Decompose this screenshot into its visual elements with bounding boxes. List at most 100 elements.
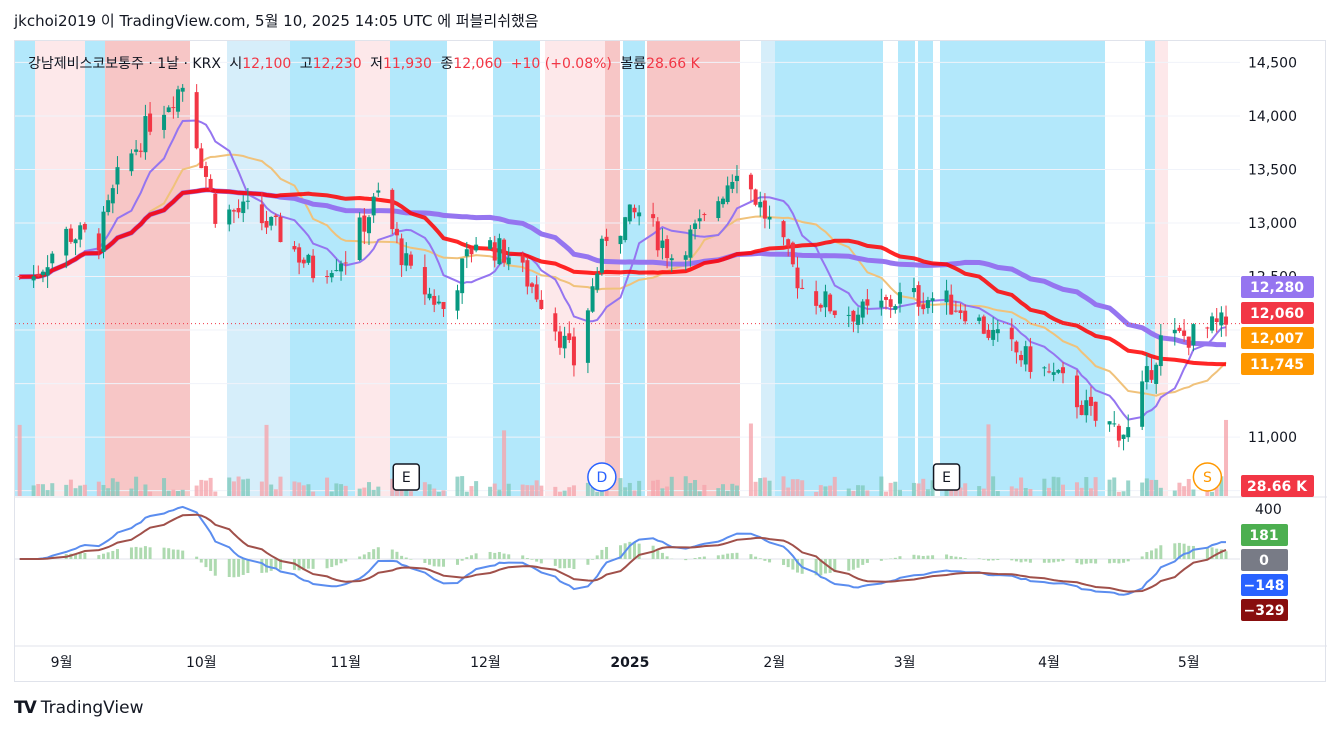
ma-fast-line (19, 119, 1227, 421)
macd-histogram-bar (665, 556, 669, 559)
candle-body (474, 244, 479, 251)
candle-body (506, 257, 511, 265)
macd-histogram-bar (83, 552, 87, 559)
signal-line (19, 513, 1227, 593)
legend-symbol[interactable]: 강남제비스코보통주 · 1날 · KRX (28, 56, 221, 72)
candle-body (1210, 316, 1215, 331)
background-band (85, 41, 105, 496)
x-tick-label: 2025 (610, 655, 649, 671)
macd-histogram-bar (1173, 543, 1177, 559)
volume-bar (432, 488, 437, 496)
y-tick-label: 14,000 (1248, 109, 1297, 125)
candle-body (73, 239, 78, 244)
candle-body (553, 313, 558, 332)
symbol-legend: 강남제비스코보통주 · 1날 · KRX 시12,100 고12,230 저11… (28, 53, 700, 73)
candle-body (995, 329, 1000, 334)
macd-histogram-bar (949, 555, 953, 559)
candle-body (1084, 400, 1089, 416)
macd-histogram-bar (814, 559, 818, 576)
volume-bar (162, 478, 167, 496)
macd-histogram-bar (497, 551, 501, 559)
volume-bar (860, 485, 865, 496)
volume-bar (343, 485, 348, 496)
macd-histogram-bar (106, 552, 110, 559)
macd-histogram-bar (656, 550, 660, 559)
chart-svg[interactable]: 9월 10월 11월 12월 2025 2월 3월 4월 5월 14,500 14,000 13,50… (15, 41, 1327, 683)
volume-bar (1079, 487, 1084, 496)
candle-body (539, 299, 544, 309)
candle-body (1028, 346, 1033, 372)
macd-histogram-bar (325, 559, 329, 569)
background-band (1145, 41, 1155, 496)
background-band (290, 41, 355, 496)
volume-bar (1028, 489, 1033, 496)
macd-label-box (1241, 599, 1288, 621)
macd-histogram-bar (1126, 559, 1130, 562)
macd-histogram-bar (600, 549, 604, 559)
candle-body (520, 256, 525, 263)
candle-body (986, 329, 991, 338)
axes: 9월 10월 11월 12월 2025 2월 3월 4월 5월 14,500 14,000 13,50… (15, 55, 1327, 671)
macd-histogram-bar (101, 553, 105, 559)
candle-body (203, 166, 208, 177)
macd-histogram-bar (595, 555, 599, 559)
legend-volume-label: 볼륨 (620, 56, 647, 72)
macd-histogram-bar (726, 553, 730, 559)
y-tick-label: 14,500 (1248, 55, 1297, 71)
macd-histogram-bar (460, 559, 464, 561)
candle-body (655, 221, 660, 251)
volume-bar (520, 484, 525, 496)
candle-body (110, 188, 115, 204)
macd-histogram-bar (758, 558, 762, 559)
volume-bar (339, 484, 344, 496)
macd-histogram-bar (856, 559, 860, 568)
volume-bar (720, 484, 725, 496)
macd-histogram-bar (344, 559, 348, 562)
volume-bar (376, 486, 381, 496)
earnings-marker-icon[interactable] (392, 463, 421, 491)
earnings-marker-icon[interactable] (932, 463, 961, 491)
macd-histogram-bar (698, 557, 702, 559)
legend-change: +10 (+0.08%) (510, 56, 612, 72)
macd-histogram-bar (1224, 551, 1228, 559)
volume-bar (357, 488, 362, 496)
macd-histogram-bar (171, 549, 175, 559)
brand-footer[interactable]: TV TradingView (14, 698, 143, 718)
candle-body (618, 235, 623, 245)
candle-body (455, 290, 460, 311)
volume-bar (264, 424, 269, 496)
macd-histogram-bar (507, 554, 511, 559)
volume-bar (1186, 478, 1191, 496)
volume-bar (1116, 491, 1121, 496)
candle-body (814, 291, 819, 306)
dividend-marker-icon[interactable] (587, 462, 617, 492)
volume-bar (655, 479, 660, 496)
volume-bar (1056, 477, 1061, 496)
macd-histogram-bar (819, 559, 823, 576)
price-label-text: 11,745 (1250, 357, 1304, 373)
candle-body (930, 298, 935, 301)
macd-histogram-bar (660, 552, 664, 559)
volume-bar (562, 490, 567, 496)
macd-histogram-bar (269, 559, 273, 571)
x-tick-label: 9월 (51, 655, 73, 671)
volume-bar (231, 481, 236, 496)
split-marker-icon[interactable] (1192, 462, 1223, 492)
candle-body (702, 214, 707, 216)
legend-low-label: 저 (370, 56, 383, 72)
volume-bar (460, 476, 465, 496)
candle-body (469, 248, 474, 255)
volume-bar (427, 484, 432, 496)
candle-body (879, 300, 884, 308)
macd-histogram-bar (358, 556, 362, 559)
macd-histogram-bar (730, 553, 734, 559)
candle-body (651, 214, 656, 219)
candle-body (64, 228, 69, 256)
volume-bar (1088, 488, 1093, 496)
candle-body (851, 310, 856, 322)
ma-short-line (19, 153, 1227, 397)
chart-frame[interactable]: 9월 10월 11월 12월 2025 2월 3월 4월 5월 14,500 14,000 13,50… (14, 40, 1327, 683)
macd-histogram-bar (129, 547, 133, 559)
candle-body (530, 283, 535, 287)
